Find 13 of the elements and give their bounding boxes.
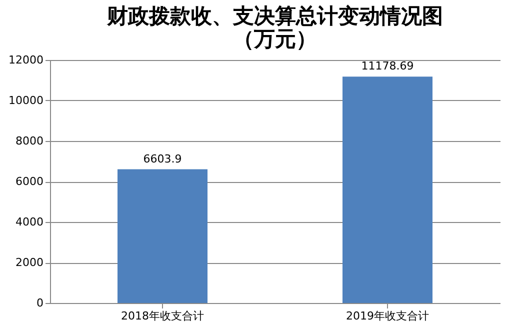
x-tick-label: 2019年收支合计 [346, 310, 429, 322]
y-tick-label: 0 [36, 296, 44, 310]
y-tick-label: 2000 [16, 256, 44, 269]
y-tick-label: 8000 [16, 134, 44, 148]
x-tick-label: 2018年收支合计 [121, 310, 204, 322]
y-tick-label: 4000 [16, 216, 44, 228]
data-label: 6603.9 [143, 152, 182, 166]
chart-title: 财政拨款收、支决算总计变动情况图 [106, 4, 443, 28]
chart-subtitle: （万元） [233, 27, 317, 51]
y-tick-label: 12000 [8, 54, 44, 66]
y-tick-label: 10000 [8, 94, 44, 107]
y-tick-label: 6000 [16, 175, 44, 188]
data-label: 11178.69 [361, 60, 414, 73]
